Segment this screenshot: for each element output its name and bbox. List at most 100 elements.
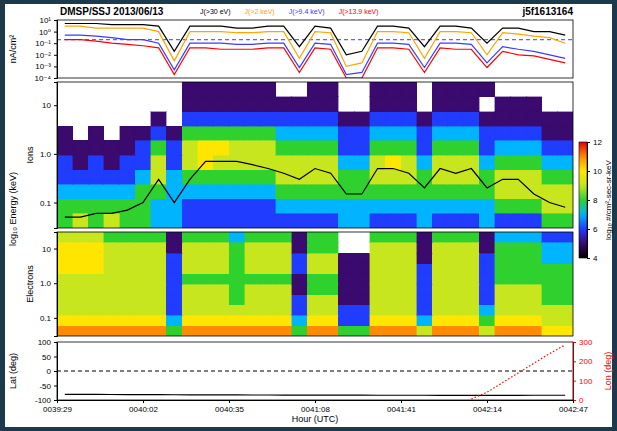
heatmap-cell [292, 284, 308, 294]
colorbar [579, 142, 587, 258]
heatmap-cell [229, 184, 245, 199]
plot-area [57, 345, 573, 399]
heatmap-cell [557, 315, 573, 325]
heatmap-cell [557, 253, 573, 263]
heatmap-cell [73, 326, 89, 336]
heatmap-cell [260, 253, 276, 263]
heatmap-cell [338, 140, 354, 155]
y-axis-tick-mark [54, 154, 57, 155]
heatmap-cell [526, 264, 542, 274]
colorbar-axis-tick-label: 4 [593, 254, 598, 263]
x-axis-tick-mark [401, 400, 402, 403]
heatmap-cell [354, 305, 370, 315]
heatmap-cell [198, 315, 214, 325]
heatmap-cell [198, 264, 214, 274]
heatmap-cell [401, 97, 417, 112]
heatmap-cell [542, 253, 558, 263]
heatmap-cell [182, 264, 198, 274]
heatmap-cell [526, 253, 542, 263]
heatmap-cell [245, 112, 261, 127]
heatmap-cell [198, 295, 214, 305]
heatmap-cell [542, 242, 558, 253]
heatmap-cell [120, 295, 136, 305]
heatmap-cell [495, 274, 511, 285]
heatmap-cell [182, 126, 198, 140]
heatmap-cell [385, 295, 401, 305]
heatmap-cell [88, 232, 104, 242]
heatmap-cell [88, 295, 104, 305]
y-axis-tick-mark [54, 78, 57, 79]
heatmap-cell [479, 242, 495, 253]
heatmap-cell [526, 170, 542, 184]
heatmap-cell [182, 326, 198, 336]
y-axis-tick-mark [54, 203, 57, 204]
heatmap-cell [448, 284, 464, 294]
heatmap-cell [245, 264, 261, 274]
heatmap-cell [245, 170, 261, 184]
heatmap-cell [229, 315, 245, 325]
heatmap-cell [229, 326, 245, 336]
heatmap-cell [370, 82, 386, 97]
heatmap-cell [448, 274, 464, 285]
heatmap-cell [479, 264, 495, 274]
heatmap-cell [135, 305, 151, 315]
heatmap-cell [464, 140, 480, 155]
heatmap-cell [417, 253, 433, 263]
heatmap-cell [401, 305, 417, 315]
heatmap-cell [104, 140, 120, 155]
heatmap-cell [182, 315, 198, 325]
heatmap-cell [260, 126, 276, 140]
heatmap-cell [88, 305, 104, 315]
heatmap-cell [135, 274, 151, 285]
colorbar-axis-tick-label: 6 [593, 225, 598, 234]
heatmap-cell [73, 295, 89, 305]
heatmap-cell [166, 274, 182, 285]
heatmap-cell [245, 232, 261, 242]
heatmap-cell [88, 274, 104, 285]
heatmap-cell [385, 112, 401, 127]
heatmap-cell [213, 274, 229, 285]
heatmap-cell [432, 305, 448, 315]
heatmap-cell [245, 305, 261, 315]
plot-background [5, 4, 612, 427]
heatmap-cell [464, 184, 480, 199]
heatmap-cell [135, 242, 151, 253]
heatmap-cell [401, 242, 417, 253]
heatmap-cell [385, 184, 401, 199]
x-axis-tick: 0040:35 [215, 400, 244, 414]
y-axis-tick-label: -50 [39, 382, 51, 391]
heatmap-cell [557, 295, 573, 305]
heatmap-cell [245, 284, 261, 294]
heatmap-cell [120, 213, 136, 228]
heatmap-cell [57, 199, 73, 214]
heatmap-cell [526, 112, 542, 127]
heatmap-cell [276, 184, 292, 199]
y-axis-tick-label: 100 [38, 338, 52, 347]
y-axis-tick-label: 10⁻³ [35, 62, 51, 71]
heatmap-cell [245, 184, 261, 199]
heatmap-cell [323, 184, 339, 199]
heatmap-cell [245, 315, 261, 325]
heatmap-cell [120, 315, 136, 325]
heatmap-cell [198, 232, 214, 242]
heatmap-cell [495, 264, 511, 274]
heatmap-cell [385, 170, 401, 184]
heatmap-cell [276, 126, 292, 140]
heatmap-cell [151, 242, 167, 253]
heatmap-cell [417, 326, 433, 336]
x-axis-tick-mark [57, 400, 58, 403]
subtitle: j5f1613164 [521, 6, 573, 17]
heatmap-cell [338, 315, 354, 325]
heatmap-cell [292, 253, 308, 263]
heatmap-cell [495, 232, 511, 242]
heatmap-cell [354, 253, 370, 263]
y-axis-tick: 0.1 [40, 314, 57, 323]
heatmap-cell [448, 305, 464, 315]
heatmap-cell [510, 184, 526, 199]
heatmap-cell [323, 140, 339, 155]
heatmap-cell [495, 242, 511, 253]
heatmap-cell [88, 126, 104, 140]
heatmap-cell [464, 305, 480, 315]
heatmap-cell [448, 253, 464, 263]
heatmap-cell [495, 199, 511, 214]
